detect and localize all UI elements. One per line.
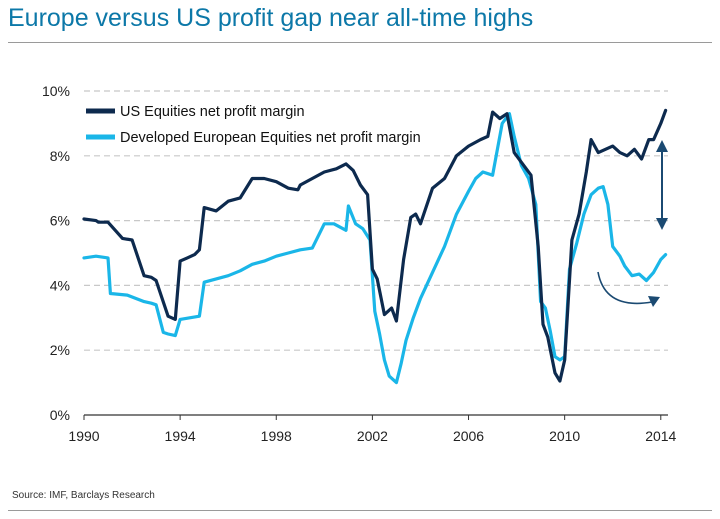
legend-label-us: US Equities net profit margin: [120, 104, 305, 120]
legend-label-europe: Developed European Equities net profit m…: [120, 130, 421, 146]
source-note: Source: IMF, Barclays Research: [12, 490, 155, 501]
gap-arrow-head-down: [656, 218, 668, 230]
recovery-curved-arrow: [597, 271, 653, 305]
title-divider: [8, 42, 712, 43]
series-line-us: [82, 108, 668, 383]
x-tick-label: 2014: [645, 428, 676, 444]
y-tick-label: 4%: [50, 277, 70, 293]
y-tick-label: 0%: [50, 407, 70, 423]
legend: US Equities net profit margin Developed …: [86, 104, 421, 146]
gridlines: [84, 90, 668, 351]
y-tick-label: 10%: [42, 83, 70, 99]
series-lines: [82, 108, 668, 385]
y-tick-label: 2%: [50, 342, 70, 358]
y-tick-label: 8%: [50, 148, 70, 164]
x-axis: 1990 1994 1998 2002 2006 2010 2014: [68, 414, 677, 444]
y-axis-tick-labels: 0% 2% 4% 6% 8% 10%: [42, 83, 70, 423]
x-tick-label: 1990: [68, 428, 99, 444]
footer-divider: [8, 510, 712, 511]
gap-arrow-head-up: [656, 140, 668, 152]
series-line-europe: [82, 112, 668, 385]
chart-title: Europe versus US profit gap near all-tim…: [8, 4, 534, 32]
gap-annotations: [597, 140, 668, 307]
x-tick-label: 2006: [453, 428, 484, 444]
x-tick-label: 1994: [165, 428, 196, 444]
x-tick-label: 2010: [549, 428, 580, 444]
x-tick-label: 2002: [357, 428, 388, 444]
recovery-arrow-head: [648, 296, 660, 307]
y-tick-label: 6%: [50, 213, 70, 229]
x-tick-label: 1998: [261, 428, 292, 444]
